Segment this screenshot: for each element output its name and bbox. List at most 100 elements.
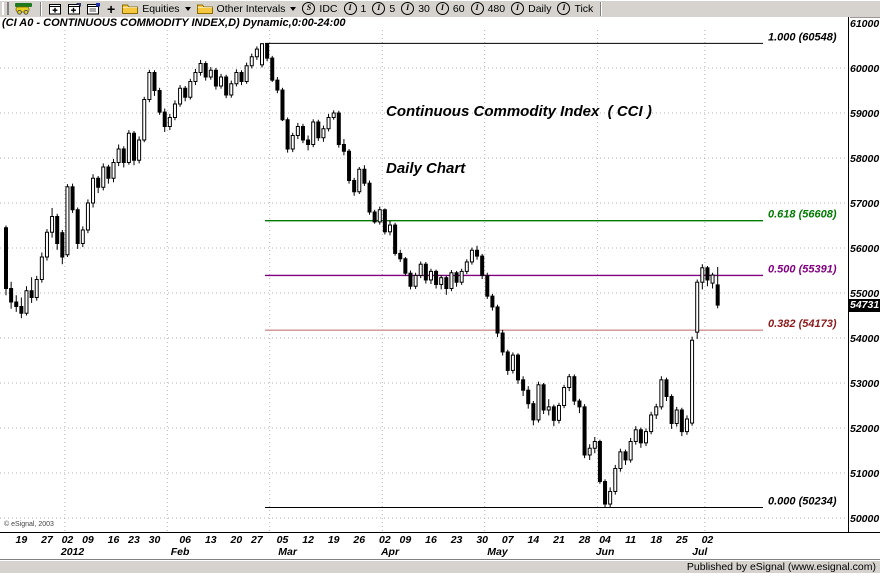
candle-up (613, 468, 618, 492)
candle-down (490, 295, 495, 308)
esignal-chart-button[interactable] (12, 1, 36, 16)
toolbar-separator (600, 1, 603, 16)
candle-down (352, 180, 357, 193)
candle-down (60, 232, 65, 258)
date-tick-label: 19 (327, 534, 340, 546)
interval-button-1[interactable]: I 1 (341, 1, 370, 16)
other-intervals-folder-button[interactable]: Other Intervals (194, 1, 300, 16)
candle-down (603, 481, 608, 505)
date-tick-label: 19 (15, 534, 28, 546)
candle-up (188, 81, 193, 98)
source-label: IDC (319, 2, 338, 15)
candle-down (597, 441, 602, 483)
equities-folder-button[interactable]: Equities (119, 1, 193, 16)
interval-button-60[interactable]: I 60 (433, 1, 468, 16)
date-tick-label: 30 (148, 534, 161, 546)
toolbar-grip[interactable] (2, 2, 9, 15)
candle-up (229, 83, 234, 96)
price-tick-label: 50000 (850, 512, 880, 525)
candle-down (300, 126, 305, 141)
candle-up (111, 162, 116, 179)
candle-down (96, 177, 101, 188)
candle-up (377, 209, 382, 223)
candle-up (710, 274, 715, 284)
candle-up (219, 76, 224, 87)
last-price-badge: 54731 (848, 298, 880, 312)
candle-up (254, 48, 259, 58)
candle-up (311, 121, 316, 145)
add-button[interactable]: + (107, 0, 116, 17)
candle-up (536, 384, 541, 421)
candle-down (679, 409, 684, 433)
candle-down (623, 451, 628, 461)
other-intervals-folder-label: Other Intervals (216, 2, 286, 15)
window-properties-button[interactable] (84, 1, 103, 16)
month-label: Feb (170, 546, 190, 558)
candle-up (357, 168, 362, 193)
interval-label: 60 (452, 2, 465, 15)
candle-down (55, 216, 60, 244)
candle-up (562, 387, 567, 406)
candle-down (347, 150, 352, 181)
candle-down (336, 112, 341, 145)
duplicate-window-button[interactable] (65, 1, 84, 16)
candle-down (434, 270, 439, 285)
date-tick-label: 13 (204, 534, 217, 546)
folder-icon (196, 4, 213, 14)
candle-up (700, 267, 705, 283)
candle-up (331, 112, 336, 118)
candle-up (39, 256, 44, 280)
price-tick-label: 57000 (850, 197, 880, 210)
candle-up (244, 65, 249, 82)
source-button-idc[interactable]: S IDC (299, 1, 340, 16)
date-tick-label: 28 (578, 534, 591, 546)
candle-down (664, 379, 669, 398)
date-tick-label: 12 (302, 534, 314, 546)
candle-down (9, 288, 14, 303)
candle-down (423, 263, 428, 281)
candle-up (546, 406, 551, 411)
interval-label: 480 (487, 2, 506, 15)
candle-up (172, 103, 177, 118)
price-axis[interactable]: 61000 60000 59000 58000 57000 56000 55000 54000… (848, 17, 880, 533)
candlestick-chart[interactable]: 1.000 (60548) 0.618 (56608) 0.500 (55391) 0… (0, 30, 848, 533)
month-label: Apr (380, 546, 400, 558)
candle-up (449, 272, 454, 289)
candle-up (695, 281, 700, 333)
candle-up (556, 405, 561, 421)
candle-down (316, 121, 321, 139)
candle-up (674, 409, 679, 424)
candle-down (239, 72, 244, 82)
interval-button-30[interactable]: I 30 (398, 1, 433, 16)
interval-button-5[interactable]: I 5 (369, 1, 398, 16)
candle-down (341, 144, 346, 152)
candle-up (65, 186, 70, 256)
interval-button-480[interactable]: I 480 (468, 1, 509, 16)
candle-up (260, 43, 264, 66)
circled-i-icon: I (557, 2, 571, 15)
candle-down (475, 249, 480, 257)
candle-down (265, 43, 270, 59)
chart-annotation: Continuous Commodity Index ( CCI ) Daily… (386, 64, 652, 216)
circled-s-icon: S (302, 2, 316, 15)
date-tick-label: 27 (41, 534, 53, 546)
chart-title-bar: (CI A0 - CONTINUOUS COMMODITY INDEX,D) D… (0, 17, 850, 30)
new-window-button[interactable] (46, 1, 65, 16)
candle-up (91, 177, 96, 204)
price-axis-line (848, 17, 849, 533)
candle-down (444, 277, 449, 289)
new-window-icon (49, 3, 61, 14)
candle-down (577, 400, 582, 408)
candle-down (403, 258, 408, 274)
candle-up (428, 270, 433, 281)
candle-up (459, 270, 464, 283)
candle-up (44, 231, 49, 258)
candle-down (367, 182, 372, 213)
chart-annotation-title: Continuous Commodity Index ( CCI ) (386, 103, 652, 120)
candle-up (34, 279, 39, 298)
time-axis[interactable]: 19 27 02 09 16 23 30 06 13 20 27 05 12 19 26 02 09 16 23 30… (0, 533, 848, 559)
interval-button-daily[interactable]: I Daily (508, 1, 554, 16)
candle-down (70, 186, 75, 211)
interval-button-tick[interactable]: I Tick (554, 1, 596, 16)
